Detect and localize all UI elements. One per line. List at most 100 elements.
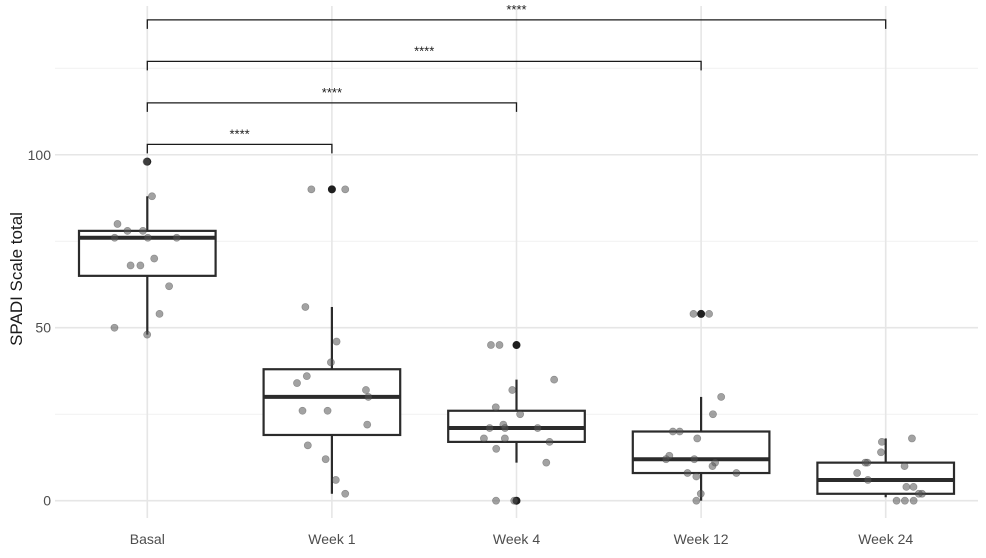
box-layer — [77, 157, 956, 505]
y-axis-title: SPADI Scale total — [7, 212, 26, 346]
data-point — [508, 386, 517, 394]
y-tick-label: 100 — [28, 147, 52, 163]
data-point — [303, 441, 312, 450]
data-point — [690, 455, 699, 464]
outlier-point — [512, 341, 521, 350]
data-point — [487, 341, 495, 349]
x-tick-label: Week 12 — [674, 531, 729, 547]
data-point — [485, 424, 494, 432]
data-point — [495, 341, 504, 349]
data-point — [172, 233, 181, 242]
data-point — [327, 358, 335, 367]
data-point — [126, 261, 135, 270]
data-point — [331, 476, 340, 484]
data-point — [908, 434, 916, 443]
data-point — [332, 337, 341, 346]
data-point — [136, 261, 145, 270]
data-point — [165, 282, 174, 291]
data-point — [341, 185, 350, 194]
data-point — [709, 410, 717, 419]
data-point — [900, 462, 909, 471]
data-point — [323, 406, 332, 415]
data-point — [550, 375, 559, 384]
data-point — [480, 434, 488, 443]
significance-label: **** — [229, 126, 249, 141]
data-point — [853, 469, 862, 477]
significance-bracket — [146, 102, 518, 112]
data-point — [150, 254, 159, 263]
significance-label: **** — [414, 43, 434, 58]
significance-bracket — [146, 60, 702, 71]
data-point — [668, 427, 677, 436]
data-point — [364, 393, 373, 401]
data-point — [138, 226, 147, 235]
data-point — [110, 323, 119, 332]
data-point — [662, 455, 670, 464]
data-point — [341, 489, 350, 498]
data-point — [909, 496, 918, 505]
data-point — [492, 496, 500, 505]
data-point — [363, 420, 372, 429]
data-point — [902, 482, 911, 491]
data-point — [301, 303, 310, 311]
data-point — [692, 496, 701, 505]
data-point — [675, 427, 684, 436]
data-point — [909, 482, 918, 491]
data-point — [732, 469, 741, 477]
data-point — [510, 496, 519, 505]
significance-label: **** — [506, 2, 526, 17]
data-point — [298, 406, 307, 415]
data-point — [321, 455, 330, 464]
data-point — [914, 489, 923, 498]
y-tick-label: 50 — [35, 320, 51, 336]
data-point — [861, 458, 870, 467]
data-point — [877, 437, 886, 446]
data-point — [533, 424, 542, 432]
data-point — [693, 434, 702, 443]
data-point — [705, 309, 713, 318]
data-point — [689, 309, 698, 318]
data-point — [696, 489, 705, 498]
axes: SPADI Scale total 0 50 100 Basal Week 1 Week … — [7, 147, 913, 547]
x-tick-label: Week 1 — [308, 531, 355, 547]
data-point — [307, 185, 316, 194]
data-point — [542, 458, 551, 467]
data-point — [123, 226, 132, 235]
data-point — [500, 434, 509, 443]
data-point — [148, 192, 156, 201]
data-point — [892, 496, 901, 505]
outlier-point — [697, 309, 706, 318]
data-point — [900, 496, 909, 505]
outlier-point — [327, 185, 336, 194]
x-tick-label: Week 4 — [493, 531, 540, 547]
data-point — [692, 472, 701, 481]
data-point — [863, 476, 872, 484]
data-point — [516, 410, 525, 419]
data-point — [708, 462, 717, 471]
data-point — [492, 444, 501, 453]
data-point — [293, 379, 301, 387]
data-point — [142, 157, 151, 166]
data-point — [491, 403, 500, 412]
data-point — [683, 469, 692, 477]
x-tick-label: Basal — [130, 531, 165, 547]
box-iqr — [631, 430, 771, 475]
data-point — [362, 386, 370, 394]
box-iqr — [262, 368, 402, 437]
data-point — [302, 372, 311, 381]
data-point — [717, 393, 726, 401]
y-tick-label: 0 — [43, 493, 51, 509]
data-point — [143, 233, 152, 242]
significance-label: **** — [322, 85, 342, 100]
data-point — [143, 330, 152, 339]
data-point — [110, 233, 119, 242]
significance-brackets: **** **** **** **** — [146, 2, 887, 154]
significance-bracket — [146, 143, 333, 154]
data-point — [155, 309, 164, 318]
point-layer — [110, 157, 926, 505]
data-point — [877, 448, 885, 457]
significance-bracket — [146, 19, 887, 29]
data-point — [501, 424, 509, 432]
